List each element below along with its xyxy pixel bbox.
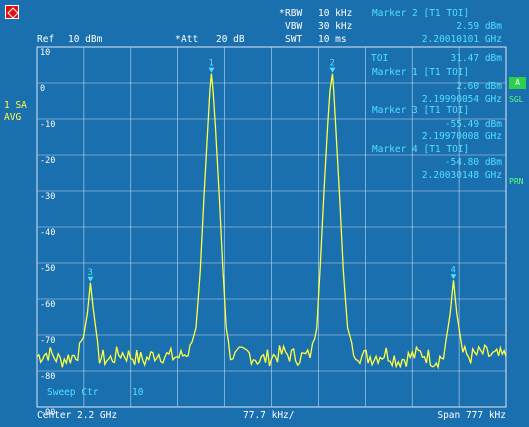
marker-glyphs: 1 2 3 4	[87, 59, 457, 282]
prn-label: PRN	[509, 177, 524, 186]
y-tick-label: -40	[40, 228, 55, 238]
y-tick-label: 10	[40, 48, 50, 58]
marker-number-label: 2	[329, 59, 334, 69]
att-star: *	[175, 34, 181, 45]
vbw-label: VBW	[285, 21, 303, 32]
marker2-freq: 2.20010101 GHz	[421, 34, 502, 45]
trace-a-badge: A	[509, 77, 526, 89]
plot-grid	[37, 47, 506, 407]
y-tick-labels: 10 0 -10 -20 -30 -40 -50 -60 -70 -80 -90	[40, 48, 55, 418]
toi-value: 31.47 dBm	[450, 53, 502, 64]
marker1-title: Marker 1 [T1 TOI]	[372, 67, 470, 78]
rbw-label: RBW	[285, 8, 303, 19]
swt-label: SWT	[285, 34, 303, 45]
marker3-level: -55.49 dBm	[444, 119, 502, 130]
y-tick-label: -90	[40, 408, 55, 418]
y-tick-label: -80	[40, 372, 55, 382]
att-label: Att	[181, 34, 199, 45]
marker4-freq: 2.20030148 GHz	[421, 170, 502, 181]
marker4-title: Marker 4 [T1 TOI]	[372, 144, 470, 155]
marker1-level: 2.60 dBm	[456, 81, 502, 92]
rbw-star: *	[279, 8, 285, 19]
spectrum-trace	[36, 73, 507, 370]
y-tick-label: -50	[40, 264, 55, 274]
marker-number-label: 4	[450, 265, 455, 275]
ref-label: Ref	[37, 34, 55, 45]
analyzer-logo-icon	[5, 5, 19, 19]
center-frequency: Center 2.2 GHz	[37, 410, 118, 421]
marker2-title: Marker 2 [T1 TOI]	[372, 8, 470, 19]
ref-value: 10 dBm	[68, 34, 103, 45]
marker4-level: -54.80 dBm	[444, 157, 502, 168]
trace-mode-label: 1 SA	[4, 100, 27, 111]
marker1-freq: 2.19990054 GHz	[421, 94, 502, 105]
marker-triangle-icon	[87, 276, 94, 282]
marker-triangle-icon	[208, 67, 215, 73]
detector-label: AVG	[4, 112, 22, 123]
y-tick-label: -30	[40, 192, 55, 202]
span-label: Span 777 kHz	[437, 410, 506, 421]
div-label: 77.7 kHz/	[243, 410, 295, 421]
y-tick-label: 0	[40, 84, 45, 94]
vbw-value: 30 kHz	[318, 21, 353, 32]
marker-triangle-icon	[450, 274, 457, 280]
rbw-value: 10 kHz	[318, 8, 353, 19]
marker-number-label: 1	[208, 59, 213, 69]
marker3-freq: 2.19970008 GHz	[421, 131, 502, 142]
marker-triangle-icon	[329, 67, 336, 73]
marker-number-label: 3	[87, 268, 92, 278]
marker3-title: Marker 3 [T1 TOI]	[372, 105, 470, 116]
y-tick-label: -10	[40, 120, 55, 130]
sgl-label: SGL	[509, 95, 524, 104]
y-tick-label: -60	[40, 300, 55, 310]
sweep-value: 10	[132, 387, 144, 398]
y-tick-label: -20	[40, 156, 55, 166]
marker2-level: 2.59 dBm	[456, 21, 502, 32]
y-tick-label: -70	[40, 336, 55, 346]
sweep-label: Sweep Ctr	[47, 387, 99, 398]
toi-label: TOI	[371, 53, 389, 64]
swt-value: 10 ms	[318, 34, 347, 45]
att-value: 20 dB	[216, 34, 245, 45]
